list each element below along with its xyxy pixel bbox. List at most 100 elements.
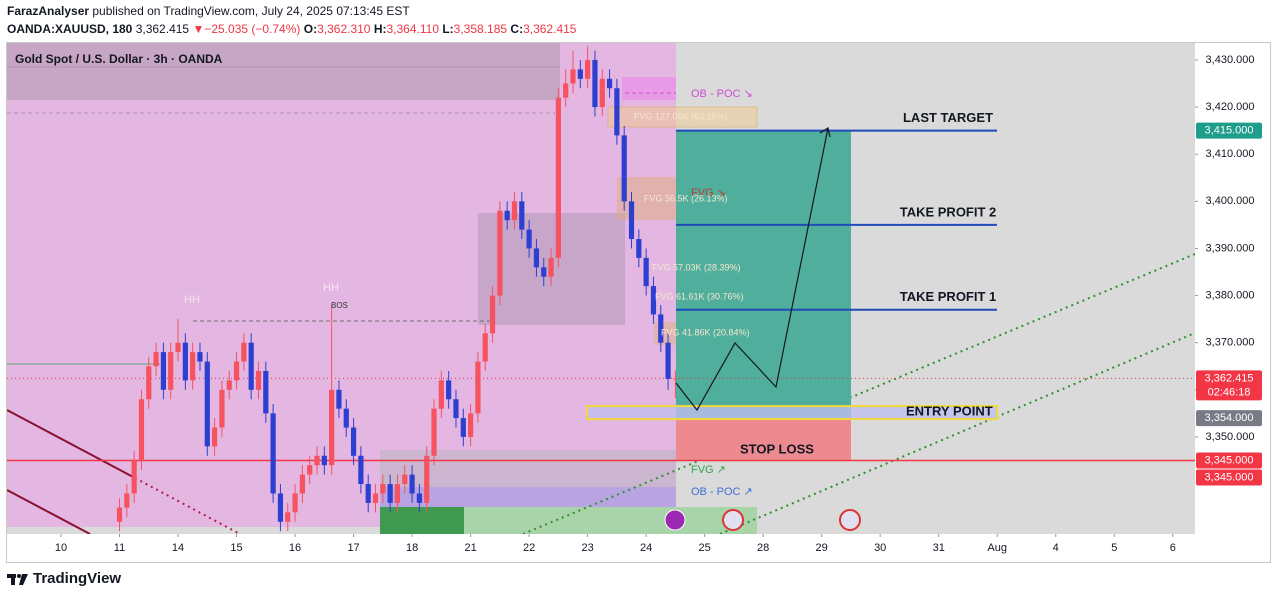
c-label: C: <box>510 22 524 36</box>
candle-body <box>438 380 444 409</box>
candle-body <box>643 257 649 287</box>
candle-body <box>314 455 320 466</box>
price-tag <box>1196 452 1262 469</box>
x-tick-label: Aug <box>987 542 1007 554</box>
change: −25.035 (−0.74%) <box>204 22 301 36</box>
footer: TradingView <box>7 570 121 587</box>
candle-body <box>533 248 540 268</box>
author: FarazAnalyser <box>7 4 90 18</box>
trend-line <box>719 332 1195 534</box>
projection-arrow <box>819 127 831 138</box>
x-tick-label: 24 <box>640 542 652 554</box>
candle-body <box>614 88 620 136</box>
x-tick-label: 16 <box>289 542 301 554</box>
candle-body <box>409 474 415 494</box>
projection <box>675 127 829 412</box>
candle-body <box>489 295 496 334</box>
candle-body <box>336 389 342 409</box>
candle-body <box>212 427 218 447</box>
candle-body <box>321 455 327 466</box>
candle-body <box>504 210 510 221</box>
candle-body <box>329 389 335 466</box>
published: published on TradingView.com, July 24, 2… <box>89 4 410 18</box>
candle-body <box>270 413 276 494</box>
candle-body <box>592 59 598 108</box>
stop-zone <box>676 418 851 461</box>
stop-label: STOP LOSS <box>740 441 814 456</box>
annotation: FVG 56.5K (26.13%) <box>644 193 728 203</box>
candle-body <box>226 380 232 390</box>
candle-body <box>233 361 240 381</box>
zone <box>7 43 676 527</box>
annotation: FVG 41.86K (20.84%) <box>661 327 750 337</box>
brand: TradingView <box>33 570 122 587</box>
candle-body <box>153 352 159 367</box>
last: 3,362.415 <box>135 22 190 36</box>
candle-body <box>190 352 196 381</box>
candle-body <box>116 507 123 522</box>
zone <box>607 106 758 128</box>
candle-body <box>197 352 203 362</box>
x-tick-label: 30 <box>874 542 886 554</box>
x-tick-label: 28 <box>757 542 769 554</box>
candle-body <box>431 408 437 456</box>
annotation: FVG ↗ <box>691 464 726 476</box>
logo <box>7 573 28 585</box>
candle-body <box>453 399 459 419</box>
trend-line <box>7 409 136 479</box>
candle-body <box>350 427 357 456</box>
price-tag-label: 3,345.000 <box>1205 454 1254 466</box>
quote-line: OANDA:XAUUSD, 180 3,362.415 ▼−25.035 (−0… <box>7 22 576 36</box>
annotation: FVG 61.61K (30.76%) <box>655 291 744 301</box>
candle-body <box>204 361 210 447</box>
price-tag <box>1196 469 1262 486</box>
x-tick-label: 15 <box>230 542 242 554</box>
candle-body <box>621 135 627 202</box>
annotation: OB - POC ↗ <box>691 486 753 498</box>
level-label: TAKE PROFIT 2 <box>900 204 997 219</box>
arrow: ▼ <box>192 22 205 36</box>
candle-body <box>468 413 474 437</box>
candle-body <box>241 342 247 362</box>
candles <box>116 45 678 532</box>
candle-body <box>160 352 167 390</box>
candle-body <box>175 342 181 353</box>
candle-body <box>146 366 152 400</box>
target-zone <box>676 130 851 419</box>
level-label: LAST TARGET <box>903 110 993 125</box>
annotation: OB - POC ↘ <box>691 88 753 100</box>
candle-body <box>497 210 503 296</box>
y-tick-label: 3,390.000 <box>1206 242 1255 254</box>
price-tag-label: 3,354.000 <box>1205 412 1254 424</box>
price-tag-label: 3,415.000 <box>1205 125 1254 137</box>
entry-box <box>586 405 998 421</box>
candle-body <box>424 455 430 503</box>
zone <box>380 487 676 510</box>
candle-body <box>299 474 305 494</box>
zone <box>380 507 464 534</box>
candle-body <box>658 314 664 343</box>
l-label: L: <box>442 22 454 36</box>
price-tag-label: 3,345.000 <box>1205 471 1254 483</box>
x-tick-label: 17 <box>347 542 359 554</box>
candle-body <box>570 69 576 84</box>
candle-body <box>555 97 561 258</box>
candle-body <box>402 474 408 485</box>
candle-body <box>585 59 591 79</box>
y-tick-label: 3,420.000 <box>1206 101 1255 113</box>
candle-body <box>138 399 145 461</box>
drawings <box>7 43 1195 534</box>
x-tick-label: 31 <box>933 542 945 554</box>
header-line: FarazAnalyser published on TradingView.c… <box>7 4 410 18</box>
candle-body <box>636 239 642 258</box>
trend-line <box>522 253 1195 534</box>
x-tick-label: 11 <box>114 542 125 554</box>
candle-body <box>650 286 657 315</box>
o-label: O: <box>303 22 318 36</box>
candle-body <box>460 418 466 437</box>
x-tick-label: 5 <box>1111 542 1117 554</box>
symbol: OANDA:XAUUSD, 180 <box>7 22 133 36</box>
candle-body <box>285 512 291 522</box>
annotation: BOS <box>331 301 348 310</box>
chart-title: Gold Spot / U.S. Dollar · 3h · OANDA <box>15 52 223 66</box>
